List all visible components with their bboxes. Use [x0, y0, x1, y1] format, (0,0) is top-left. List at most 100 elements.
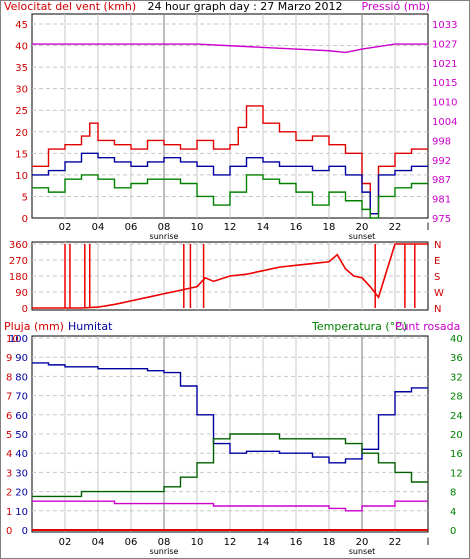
wind-tick-label: 25 [15, 106, 28, 117]
hour-tick-label: 16 [290, 222, 303, 233]
hour-tick-label: 04 [92, 222, 105, 233]
temperature-tick-label: 40 [450, 334, 463, 345]
temperature-tick-label: 28 [450, 392, 463, 403]
rain-tick-label: 10 [6, 334, 19, 345]
temperature-tick-label: 0 [450, 526, 456, 537]
humidity-axis-title: Humitat [68, 320, 113, 333]
hour-tick-label: 14 [257, 537, 270, 548]
rain-tick-label: 0 [6, 526, 12, 537]
hour-tick-label: 08 [158, 537, 171, 548]
hour-tick-label: l [427, 222, 430, 233]
sunrise-label: sunrise [150, 547, 179, 556]
direction-tick-label: 360 [9, 240, 28, 251]
sunset-label: sunset [349, 547, 376, 556]
pressure-tick-label: 1033 [432, 20, 457, 31]
wind-tick-label: 45 [15, 20, 28, 31]
humidity-tick-label: 10 [15, 507, 28, 518]
series-dew [32, 500, 428, 512]
direction-tick-label: 0 [22, 304, 28, 315]
pressure-tick-label: 1010 [432, 98, 457, 109]
rain-tick-label: 6 [6, 411, 12, 422]
wind-tick-label: 10 [15, 171, 28, 182]
series-avg [32, 152, 428, 215]
wind-tick-label: 0 [22, 214, 28, 225]
rain-tick-label: 5 [6, 430, 12, 441]
pressure-tick-label: 1015 [432, 78, 457, 89]
pressure-tick-label: 992 [432, 156, 451, 167]
hour-tick-label: 12 [224, 222, 237, 233]
wind-tick-label: 35 [15, 63, 28, 74]
pressure-tick-label: 1004 [432, 117, 457, 128]
compass-tick-label: W [434, 288, 444, 299]
compass-tick-label: S [434, 272, 440, 283]
temperature-tick-label: 16 [450, 449, 463, 460]
temperature-tick-label: 4 [450, 507, 456, 518]
compass-tick-label: N [434, 304, 441, 315]
temperature-tick-label: 24 [450, 411, 463, 422]
temperature-axis-title: Temperatura (°C) [311, 320, 407, 333]
wind-tick-label: 15 [15, 149, 28, 160]
hour-tick-label: 02 [59, 222, 72, 233]
temperature-tick-label: 8 [450, 488, 456, 499]
rain-tick-label: 9 [6, 353, 12, 364]
pressure-tick-label: 975 [432, 214, 451, 225]
hour-tick-label: 08 [158, 222, 171, 233]
humidity-tick-label: 100 [9, 334, 28, 345]
rain-tick-label: 1 [6, 507, 12, 518]
pressure-tick-label: 981 [432, 195, 451, 206]
pressure-tick-label: 1027 [432, 39, 457, 50]
direction-tick-label: 180 [9, 272, 28, 283]
hour-tick-label: 04 [92, 537, 105, 548]
wind-pressure-panel: 0510152025303540459759819879929981004101… [15, 13, 457, 241]
rain-tick-label: 2 [6, 488, 12, 499]
humidity-tick-label: 50 [15, 430, 28, 441]
humidity-tick-label: 90 [15, 353, 28, 364]
wind-tick-label: 30 [15, 85, 28, 96]
chart-title: 24 hour graph day : 27 Marzo 2012 [147, 0, 342, 13]
temperature-tick-label: 36 [450, 353, 463, 364]
series-direction [32, 243, 428, 309]
humidity-temperature-panel: 0123456789100102030405060708090100048121… [6, 334, 463, 556]
rain-axis-title: Pluja (mm) [4, 320, 64, 333]
hour-tick-label: 06 [125, 222, 138, 233]
direction-tick-label: 270 [9, 256, 28, 267]
sunset-label: sunset [349, 232, 376, 241]
hour-tick-label: 20 [356, 537, 369, 548]
humidity-tick-label: 60 [15, 411, 28, 422]
sunrise-label: sunrise [150, 232, 179, 241]
dewpoint-axis-title: Punt rosada [395, 320, 460, 333]
rain-tick-label: 4 [6, 449, 12, 460]
humidity-tick-label: 40 [15, 449, 28, 460]
wind-axis-title: Velocitat del vent (kmh) [4, 0, 136, 13]
pressure-tick-label: 987 [432, 175, 451, 186]
series-min [32, 174, 428, 219]
humidity-tick-label: 80 [15, 372, 28, 383]
hour-tick-label: 16 [290, 537, 303, 548]
hour-tick-label: 14 [257, 222, 270, 233]
hour-tick-label: 10 [191, 537, 204, 548]
rain-tick-label: 8 [6, 372, 12, 383]
temperature-tick-label: 12 [450, 468, 463, 479]
hour-tick-label: 12 [224, 537, 237, 548]
hour-tick-label: 06 [125, 537, 138, 548]
pressure-tick-label: 998 [432, 136, 451, 147]
temperature-tick-label: 20 [450, 430, 463, 441]
humidity-tick-label: 30 [15, 468, 28, 479]
pressure-tick-label: 1021 [432, 59, 457, 70]
humidity-tick-label: 0 [22, 526, 28, 537]
wind-tick-label: 5 [22, 192, 28, 203]
humidity-tick-label: 70 [15, 392, 28, 403]
wind-tick-label: 40 [15, 42, 28, 53]
hour-tick-label: 02 [59, 537, 72, 548]
hour-tick-label: l [427, 537, 430, 548]
series-gust [32, 105, 428, 215]
compass-tick-label: E [434, 256, 440, 267]
hour-tick-label: 10 [191, 222, 204, 233]
hour-tick-label: 22 [389, 222, 402, 233]
hour-tick-label: 20 [356, 222, 369, 233]
direction-tick-label: 90 [15, 288, 28, 299]
hour-tick-label: 18 [323, 222, 336, 233]
compass-tick-label: N [434, 240, 441, 251]
